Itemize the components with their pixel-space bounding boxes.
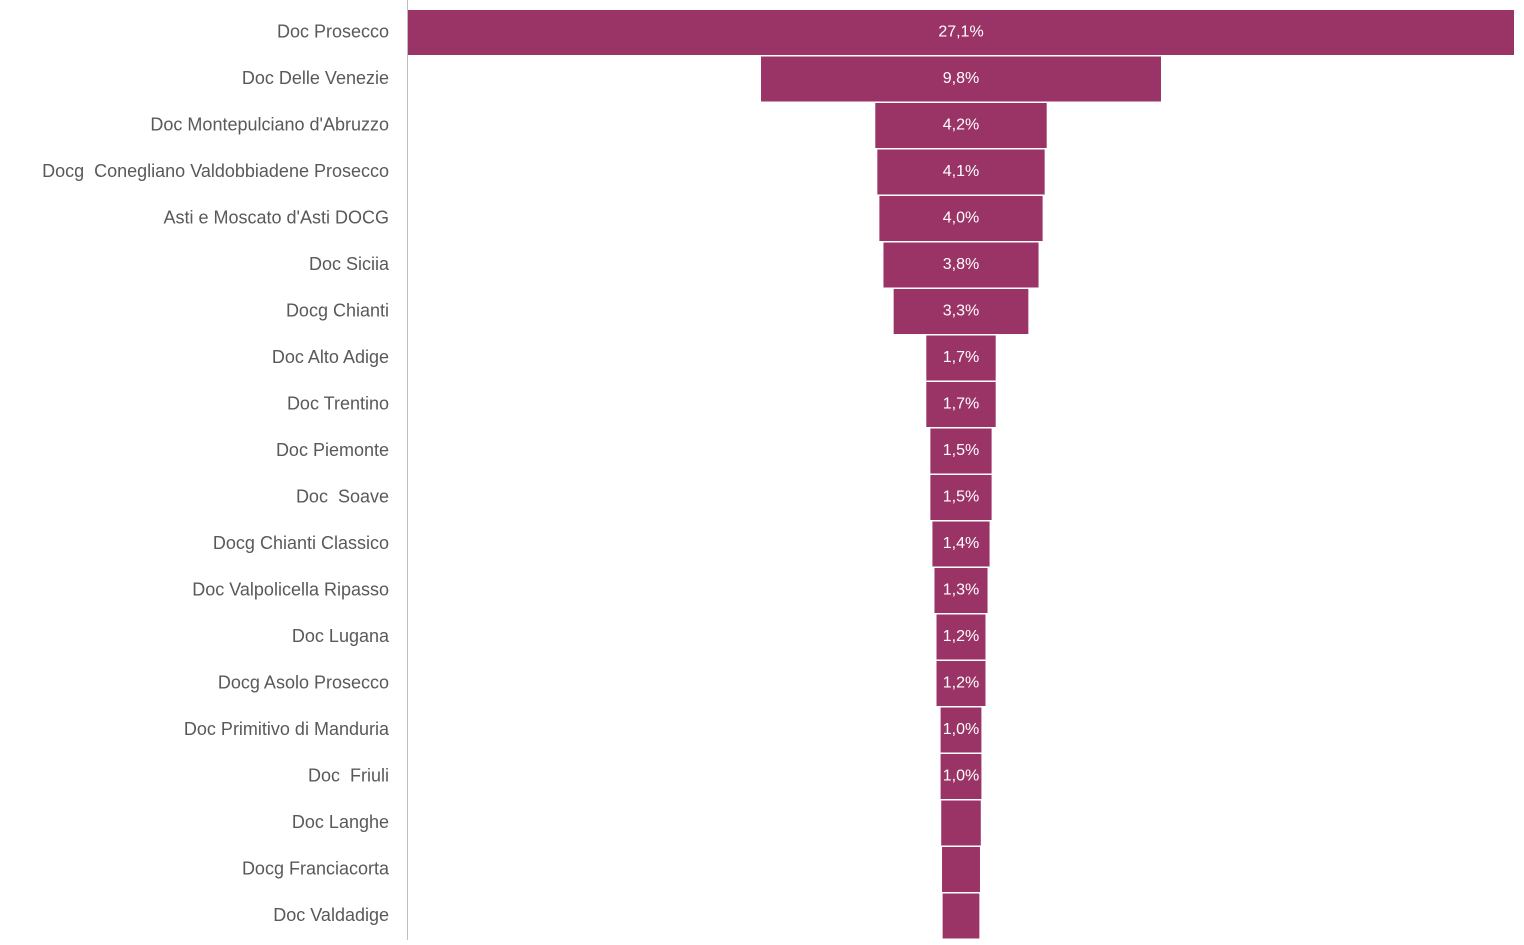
funnel-bar <box>930 428 992 474</box>
data-label: 1,4% <box>943 535 979 552</box>
category-label: Docg Conegliano Valdobbiadene Prosecco <box>42 161 389 181</box>
funnel-bar <box>875 103 1047 148</box>
funnel-bar <box>940 707 982 753</box>
funnel-bar <box>893 289 1029 334</box>
funnel-bar <box>941 800 981 846</box>
data-label: 3,8% <box>943 256 979 273</box>
funnel-bar <box>761 56 1161 102</box>
category-label: Doc Friuli <box>308 765 389 785</box>
funnel-bar <box>936 614 986 660</box>
category-label: Doc Delle Venezie <box>242 68 389 88</box>
category-label: Doc Montepulciano d'Abruzzo <box>150 114 389 134</box>
data-label: 1,7% <box>943 349 979 366</box>
category-label: Docg Chianti Classico <box>213 533 389 553</box>
data-label: 1,0% <box>943 721 979 738</box>
category-label: Doc Soave <box>296 486 389 506</box>
data-label: 1,0% <box>943 768 979 785</box>
data-label: 1,2% <box>943 675 979 692</box>
data-label: 27,1% <box>938 24 983 41</box>
funnel-bar <box>942 893 980 939</box>
category-label: Doc Valpolicella Ripasso <box>192 579 389 599</box>
funnel-bar <box>930 475 992 520</box>
data-label: 3,3% <box>943 303 979 320</box>
funnel-bar <box>936 661 986 706</box>
category-label: Asti e Moscato d'Asti DOCG <box>163 207 389 227</box>
category-label: Docg Asolo Prosecco <box>218 672 389 692</box>
data-label: 1,5% <box>943 442 979 459</box>
category-label: Doc Valdadige <box>273 905 389 925</box>
data-label: 4,2% <box>943 117 979 134</box>
funnel-bar <box>932 521 990 567</box>
funnel-bar <box>408 10 1514 55</box>
data-label: 4,0% <box>943 210 979 227</box>
funnel-bar <box>942 847 980 892</box>
data-label: 9,8% <box>943 70 979 87</box>
data-label: 1,7% <box>943 396 979 413</box>
category-label: Doc Primitivo di Manduria <box>184 719 390 739</box>
funnel-bar <box>877 149 1045 195</box>
data-label: 1,3% <box>943 582 979 599</box>
funnel-bar <box>883 242 1039 288</box>
data-label: 1,5% <box>943 489 979 506</box>
data-label: 4,1% <box>943 163 979 180</box>
funnel-bar <box>879 196 1043 241</box>
data-label: 1,2% <box>943 628 979 645</box>
category-label: Docg Franciacorta <box>242 858 390 878</box>
category-label: Doc Trentino <box>287 393 389 413</box>
category-label: Doc Alto Adige <box>272 347 389 367</box>
category-label: Doc Langhe <box>292 812 389 832</box>
category-label: Doc Siciia <box>309 254 390 274</box>
funnel-bar <box>940 754 982 799</box>
category-label: Doc Prosecco <box>277 21 389 41</box>
funnel-bar <box>926 335 996 381</box>
category-label: Doc Piemonte <box>276 440 389 460</box>
category-label: Docg Chianti <box>286 300 389 320</box>
funnel-bar <box>934 568 988 613</box>
category-label: Doc Lugana <box>292 626 390 646</box>
funnel-bar <box>926 382 996 427</box>
